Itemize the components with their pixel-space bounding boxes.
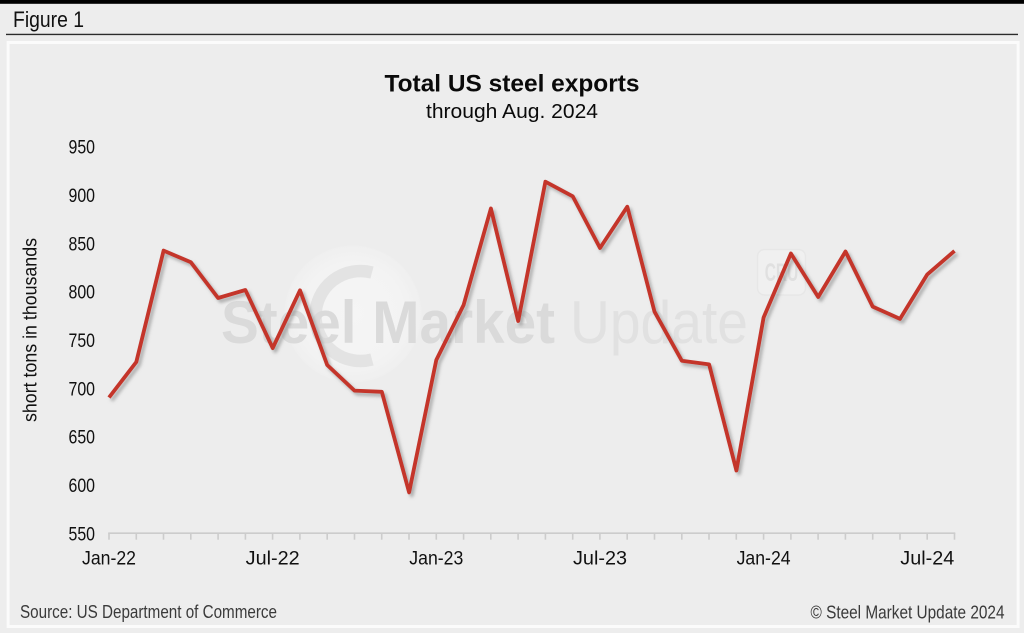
svg-text:750: 750 bbox=[69, 331, 96, 352]
svg-text:800: 800 bbox=[69, 283, 96, 304]
svg-text:Jan-23: Jan-23 bbox=[409, 549, 463, 570]
svg-text:Jul-24: Jul-24 bbox=[900, 549, 954, 570]
svg-text:Total US steel exports: Total US steel exports bbox=[385, 70, 640, 97]
svg-text:900: 900 bbox=[69, 186, 96, 207]
svg-text:Steel Market: Steel Market bbox=[221, 289, 555, 356]
svg-text:600: 600 bbox=[69, 476, 96, 497]
svg-text:short tons in thousands: short tons in thousands bbox=[21, 238, 42, 422]
svg-text:Jan-24: Jan-24 bbox=[737, 549, 791, 570]
svg-text:Jul-23: Jul-23 bbox=[573, 549, 627, 570]
svg-text:Source: US Department of Comme: Source: US Department of Commerce bbox=[20, 602, 277, 622]
svg-text:Jan-22: Jan-22 bbox=[82, 549, 136, 570]
svg-text:700: 700 bbox=[69, 379, 96, 400]
svg-text:650: 650 bbox=[69, 428, 96, 449]
svg-text:850: 850 bbox=[69, 234, 96, 255]
svg-text:Figure 1: Figure 1 bbox=[13, 7, 84, 32]
svg-text:Jul-22: Jul-22 bbox=[246, 549, 300, 570]
svg-text:© Steel Market Update 2024: © Steel Market Update 2024 bbox=[811, 603, 1005, 623]
svg-text:950: 950 bbox=[69, 138, 96, 159]
svg-text:550: 550 bbox=[69, 524, 96, 545]
svg-text:through Aug. 2024: through Aug. 2024 bbox=[426, 101, 598, 123]
